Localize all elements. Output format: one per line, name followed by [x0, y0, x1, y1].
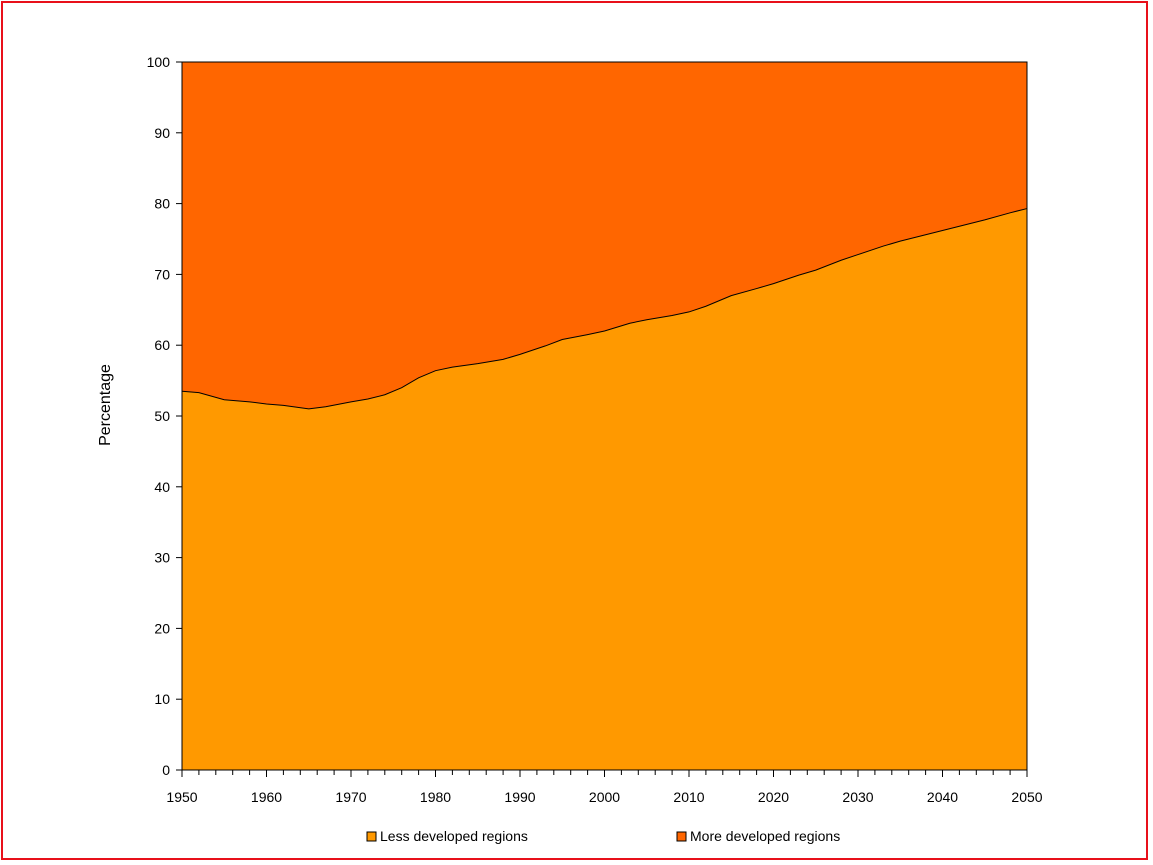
y-tick-label: 70 — [154, 266, 170, 282]
y-tick-label: 40 — [154, 479, 170, 495]
series-boundary-line — [181, 208, 1028, 410]
x-tick-label: 2030 — [842, 789, 873, 805]
area-more-developed-regions — [182, 62, 1027, 409]
y-tick-label: 50 — [154, 408, 170, 424]
legend: Less developed regions More developed reg… — [366, 828, 840, 844]
y-axis-title: Percentage — [97, 364, 114, 446]
y-tick-label: 80 — [154, 196, 170, 212]
x-tick-label: 2050 — [1011, 789, 1042, 805]
y-tick-label: 60 — [154, 337, 170, 353]
y-tick-label: 0 — [162, 762, 170, 778]
y-tick-label: 30 — [154, 550, 170, 566]
x-tick-label: 2040 — [927, 789, 958, 805]
y-tick-label: 20 — [154, 620, 170, 636]
x-tick-label: 2000 — [589, 789, 620, 805]
y-tick-label: 100 — [147, 54, 171, 70]
plot-area — [181, 62, 1028, 770]
legend-swatch — [366, 831, 377, 842]
y-tick-label: 10 — [154, 691, 170, 707]
legend-label: Less developed regions — [380, 828, 528, 844]
y-tick-label: 90 — [154, 125, 170, 141]
x-tick-label: 1990 — [504, 789, 535, 805]
x-tick-label: 1970 — [335, 789, 366, 805]
x-tick-label: 2020 — [758, 789, 789, 805]
x-tick-label: 1950 — [166, 789, 197, 805]
x-tick-label: 1980 — [420, 789, 451, 805]
x-tick-label: 2010 — [673, 789, 704, 805]
x-tick-label: 1960 — [251, 789, 282, 805]
area-less-developed-regions — [182, 208, 1027, 770]
legend-label: More developed regions — [690, 828, 840, 844]
legend-swatch — [676, 831, 687, 842]
